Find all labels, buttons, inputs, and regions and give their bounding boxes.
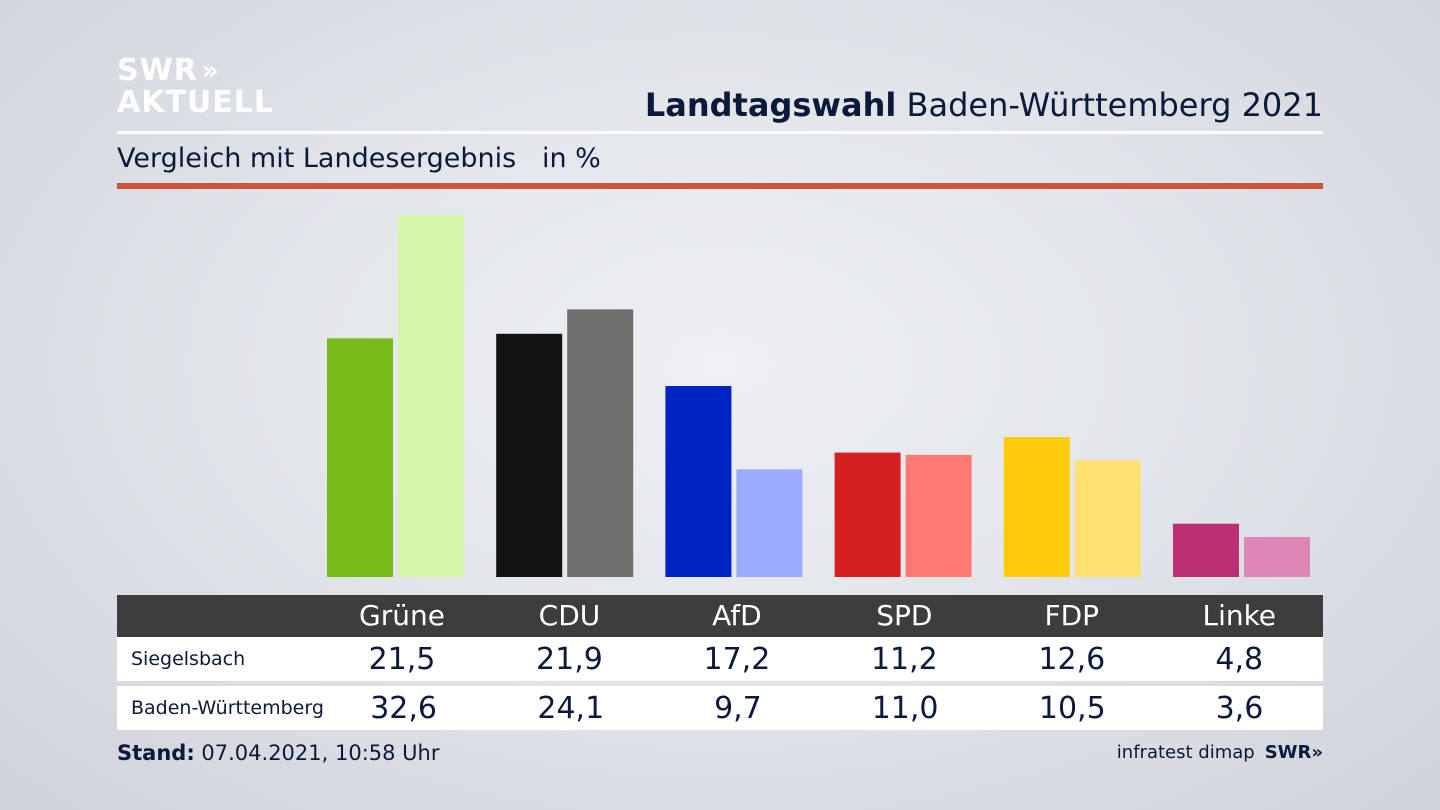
table-cell: 12,6 (1038, 641, 1106, 677)
logo-line2: AKTUELL (117, 85, 275, 120)
table-cell: 21,9 (536, 641, 603, 677)
table-cell: 9,7 (714, 690, 762, 726)
chart-subtitle: Vergleich mit Landesergebnis in % (117, 143, 601, 174)
table-cell: 10,5 (1038, 690, 1106, 726)
bar-state-1 (567, 309, 634, 577)
bar-local-4 (1003, 437, 1070, 577)
table-cell: 24,1 (537, 690, 605, 726)
title-rest: Baden-Württemberg 2021 (896, 86, 1324, 124)
table-cell: 21,5 (368, 641, 436, 677)
bar-local-1 (496, 333, 563, 577)
stand-value: 07.04.2021, 10:58 Uhr (194, 741, 440, 765)
stand-label: Stand: (117, 741, 195, 765)
column-header: SPD (876, 599, 933, 632)
column-header: Linke (1202, 599, 1277, 632)
accent-rule (117, 183, 1323, 189)
results-table: Grüne CDU AfD SPD FDP Linke Siegelsbach 21,5 2… (117, 595, 1323, 730)
table-cell: 11,2 (870, 641, 938, 677)
column-header: AfD (712, 599, 762, 632)
bar-state-0 (398, 215, 464, 577)
bar-state-4 (1074, 460, 1141, 577)
column-header: CDU (538, 599, 601, 632)
page-title: Landtagswahl Baden-Württemberg 2021 (645, 86, 1323, 124)
bar-state-3 (905, 454, 972, 577)
bar-chart (327, 215, 1310, 577)
timestamp: Stand: 07.04.2021, 10:58 Uhr (117, 741, 440, 765)
row-label: Baden-Württemberg (131, 697, 324, 719)
bar-state-5 (1244, 537, 1310, 577)
table-cell: 4,8 (1215, 641, 1264, 677)
logo-line1: SWR (117, 53, 198, 88)
row-label: Siegelsbach (131, 648, 246, 670)
column-header: FDP (1044, 599, 1100, 632)
table-cell: 17,2 (703, 641, 771, 677)
header-empty-cell (117, 595, 318, 637)
column-header: Grüne (359, 599, 445, 632)
bar-local-3 (834, 452, 901, 577)
bar-state-2 (736, 469, 803, 577)
header-divider (117, 131, 1323, 134)
swr-aktuell-logo: SWR» AKTUELL (117, 55, 274, 119)
table-row: Baden-Württemberg 32,6 24,1 9,7 11,0 10,5 3,6 (117, 686, 1323, 730)
swr-small-logo: SWR» (1264, 742, 1323, 763)
table-cell: 3,6 (1215, 690, 1264, 726)
table-cell: 32,6 (370, 690, 437, 726)
title-bold: Landtagswahl (644, 86, 897, 124)
bar-local-0 (327, 338, 393, 577)
source-credit: infratest dimap SWR» (1117, 742, 1323, 763)
table-row: Siegelsbach 21,5 21,9 17,2 11,2 12,6 4,8 (117, 637, 1323, 681)
bar-local-2 (665, 386, 732, 577)
source-text: infratest dimap (1116, 742, 1255, 763)
table-cell: 11,0 (871, 690, 939, 726)
table-header: Grüne CDU AfD SPD FDP Linke (117, 595, 1323, 637)
bar-local-5 (1173, 523, 1239, 577)
